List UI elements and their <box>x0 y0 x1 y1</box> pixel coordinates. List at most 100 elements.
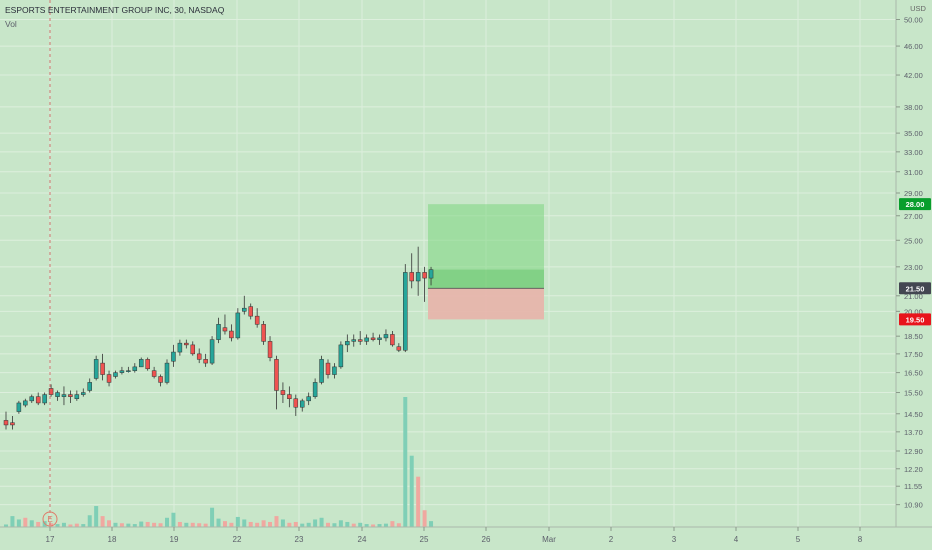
volume-bar <box>293 521 298 527</box>
candle <box>415 246 421 296</box>
volume-bar <box>403 397 408 527</box>
earnings-event-label: E <box>47 515 52 524</box>
candle <box>338 341 344 369</box>
candle <box>351 334 357 347</box>
candle-body <box>3 420 9 426</box>
candle-body <box>306 396 311 402</box>
candle <box>403 264 408 353</box>
x-tick-label: 5 <box>796 535 801 544</box>
volume-bar <box>87 515 92 527</box>
candle-body <box>203 359 208 364</box>
volume-bar <box>313 519 318 527</box>
candle-body <box>164 362 170 383</box>
candle-body <box>93 359 99 379</box>
y-tick-label: 12.90 <box>904 447 923 456</box>
y-tick-label: 21.00 <box>904 292 923 301</box>
loss-zone[interactable] <box>428 288 544 320</box>
candle-body <box>158 376 163 383</box>
y-tick-label: 13.70 <box>904 428 923 437</box>
candle <box>177 339 183 356</box>
volume-bar <box>326 522 330 527</box>
candle-body <box>299 400 305 408</box>
candle <box>242 295 247 315</box>
candle <box>293 394 299 416</box>
candle <box>319 355 324 385</box>
symbol-title[interactable]: ESPORTS ENTERTAINMENT GROUP INC, 30, NAS… <box>5 5 225 15</box>
candle <box>409 253 414 289</box>
y-tick-label: 17.50 <box>904 350 923 359</box>
candle <box>164 359 170 385</box>
candle <box>345 334 350 353</box>
candle-body <box>390 334 395 346</box>
price-axis[interactable]: 10.90 11.55 12.20 12.90 13.70 14.50 15.50 16.50… <box>896 16 923 510</box>
candle <box>81 388 86 397</box>
candle-body <box>383 334 389 339</box>
candlesticks <box>3 246 434 430</box>
candle <box>171 344 176 367</box>
volume-bar <box>126 523 131 527</box>
volume-bar <box>364 524 369 527</box>
y-tick-label: 12.20 <box>904 465 923 474</box>
candle <box>68 390 73 403</box>
candle-body <box>428 269 434 279</box>
x-tick-label: 8 <box>858 535 863 544</box>
candle <box>93 355 99 381</box>
volume-bar <box>338 520 343 527</box>
candle <box>287 386 292 408</box>
long-position-tool[interactable] <box>428 204 544 320</box>
entry-price-badge: 21.50 <box>899 282 931 295</box>
volume-bar <box>81 524 86 527</box>
stop-price-badge-text: 19.50 <box>906 315 925 324</box>
volume-bar <box>165 517 169 527</box>
y-tick-label: 15.50 <box>904 389 923 398</box>
earnings-event-marker[interactable]: E <box>42 511 58 527</box>
candle <box>396 343 402 353</box>
volume-bar <box>197 523 202 527</box>
candle-body <box>55 392 60 397</box>
candle <box>248 303 253 320</box>
volume-bar <box>119 523 124 527</box>
candle-body <box>81 392 86 395</box>
volume-bar <box>16 519 21 527</box>
candle <box>132 363 138 373</box>
candle-body <box>357 339 363 342</box>
volume-indicator-label[interactable]: Vol <box>5 19 17 29</box>
candle <box>16 400 22 414</box>
candle <box>357 331 363 345</box>
candle-body <box>190 344 196 355</box>
volume-bar <box>29 520 34 527</box>
candle <box>10 415 15 430</box>
candle-body <box>35 396 41 404</box>
volume-bar <box>177 521 182 527</box>
volume-bar <box>287 522 292 527</box>
candle <box>312 378 318 399</box>
candle-body <box>409 272 414 282</box>
y-tick-label: 10.90 <box>904 501 923 510</box>
volume-bar <box>113 522 118 527</box>
candle-body <box>184 342 189 346</box>
candle-body <box>196 353 202 360</box>
candle-body <box>74 394 80 399</box>
profit-zone[interactable] <box>428 204 544 289</box>
candle-body <box>61 394 67 397</box>
candle <box>138 357 144 368</box>
chart-legend: ESPORTS ENTERTAINMENT GROUP INC, 30, NAS… <box>5 3 224 31</box>
candle-body <box>325 362 331 375</box>
candle-body <box>312 382 318 397</box>
volume-bar <box>255 522 260 527</box>
y-tick-label: 25.00 <box>904 236 923 245</box>
candle <box>55 390 60 401</box>
price-badges: 28.00 21.50 19.50 <box>899 198 931 326</box>
volume-bar <box>422 510 427 527</box>
entry-price-badge-bg <box>899 282 931 295</box>
y-tick-label: 50.00 <box>904 16 923 25</box>
unrealized-pnl-zone <box>428 269 544 289</box>
y-tick-label: 46.00 <box>904 42 923 51</box>
candle <box>48 384 54 397</box>
candle-body <box>216 324 221 340</box>
candle <box>280 382 286 403</box>
x-tick-label: 23 <box>295 535 304 544</box>
time-axis[interactable]: 17 18 19 22 23 24 25 26 Mar 2 3 4 5 8 <box>46 527 863 544</box>
candle <box>151 366 157 379</box>
